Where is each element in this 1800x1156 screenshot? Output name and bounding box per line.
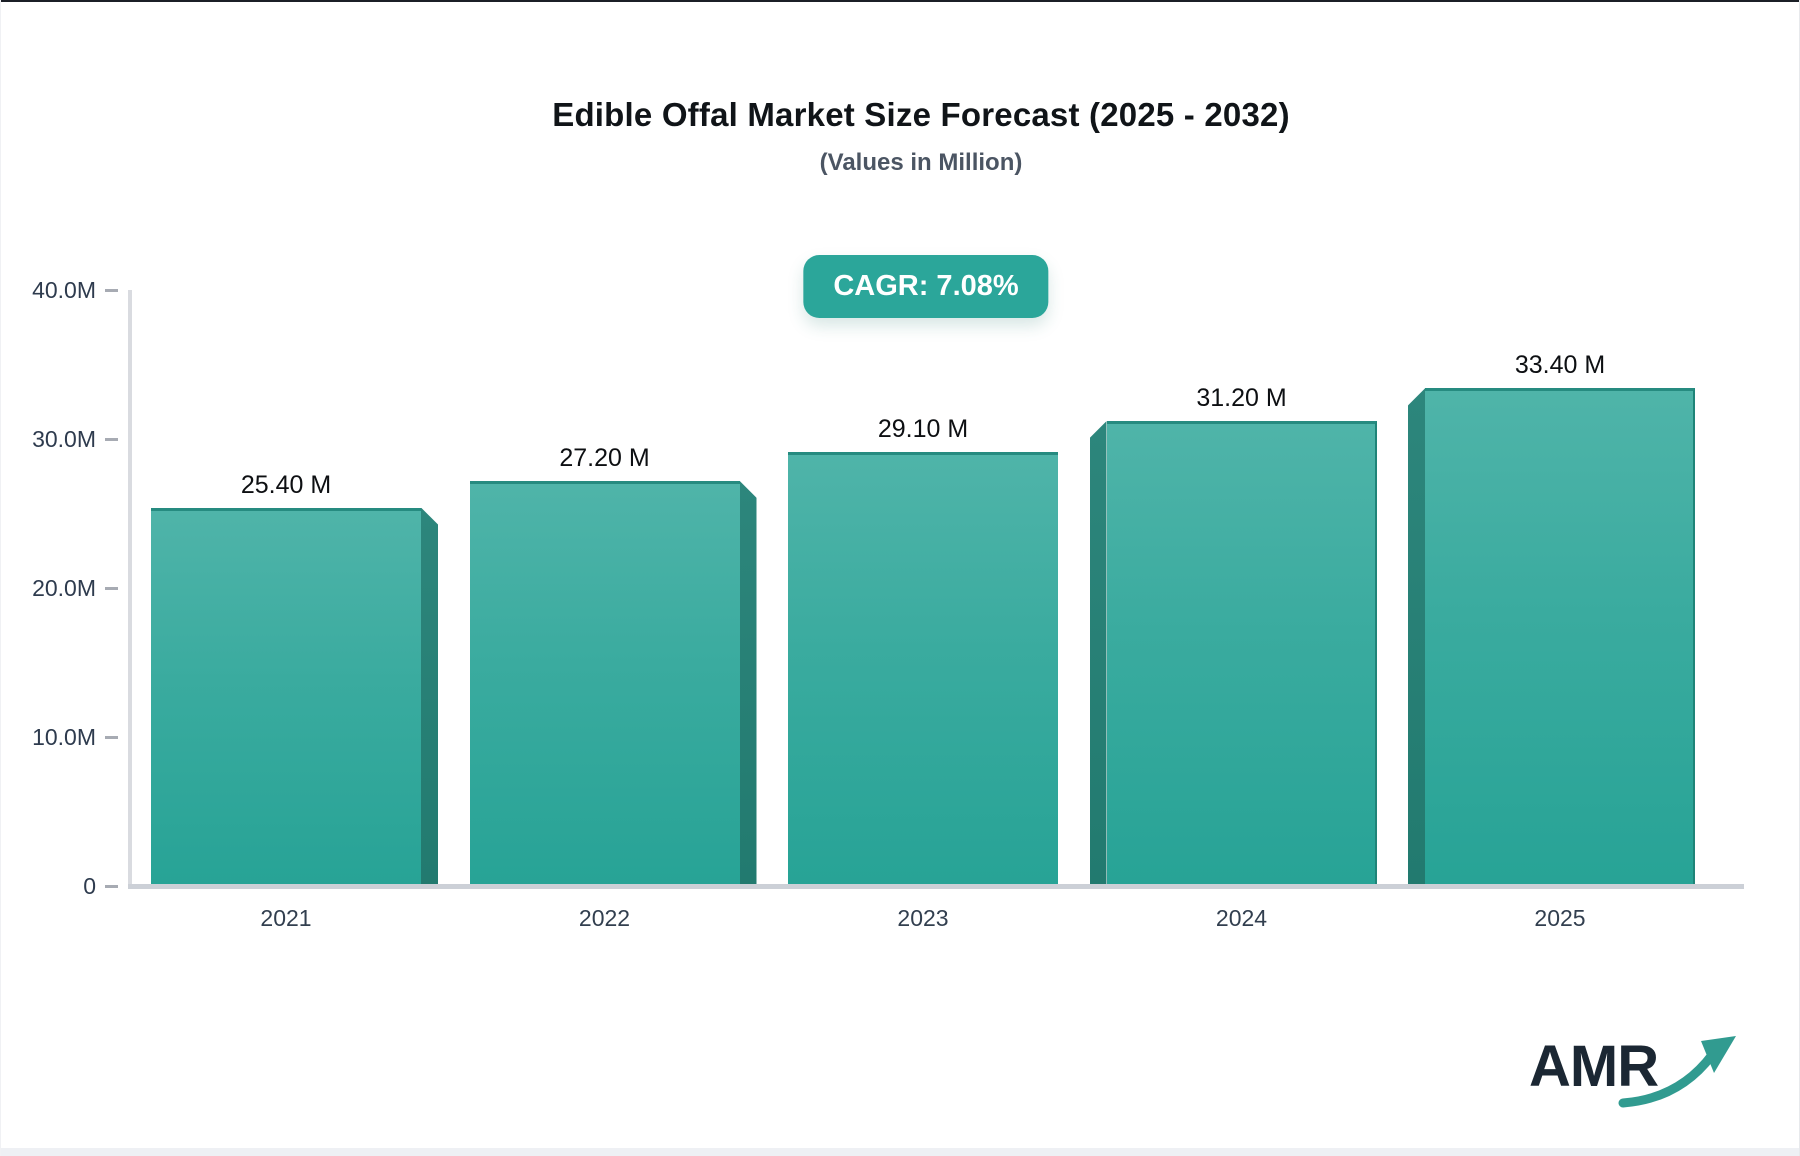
y-tick-mark: [105, 438, 118, 441]
cagr-badge: CAGR: 7.08%: [803, 255, 1049, 318]
y-tick-mark: [105, 885, 118, 888]
top-border: [1, 0, 1799, 2]
y-tick-mark: [105, 289, 118, 292]
bar-face: [1106, 421, 1377, 886]
x-axis-line: [128, 884, 1744, 889]
bar-value-label: 29.10 M: [877, 415, 969, 444]
bar-side: [739, 480, 757, 886]
chart-title: Edible Offal Market Size Forecast (2025 …: [552, 96, 1290, 133]
bar-value-label: 31.20 M: [1196, 384, 1287, 413]
growth-arrow-icon: [1618, 1036, 1736, 1108]
y-axis-line: [128, 290, 132, 886]
x-axis-label: 2024: [1215, 905, 1268, 931]
x-axis-label: 2022: [578, 905, 631, 931]
bar-side: [1408, 388, 1425, 886]
x-axis-label: 2023: [897, 905, 949, 931]
bar-value-label: 33.40 M: [1514, 351, 1606, 380]
x-axis-label: 2021: [260, 905, 312, 931]
bar-value-label: 27.20 M: [559, 443, 650, 472]
amr-logo: AMR: [1529, 1025, 1739, 1115]
x-axis-label: 2025: [1534, 905, 1586, 931]
footer-strip: [1, 1148, 1799, 1156]
y-tick-label: 10.0M: [32, 724, 96, 750]
y-tick-label: 0: [83, 873, 96, 899]
y-tick-mark: [105, 587, 118, 590]
bar-face: [788, 452, 1058, 886]
y-tick-mark: [105, 736, 118, 739]
amr-logo-text: AMR: [1529, 1034, 1659, 1099]
chart-subtitle: (Values in Million): [819, 149, 1023, 176]
bar-value-label: 25.40 M: [240, 470, 332, 499]
y-tick-label: 40.0M: [32, 277, 96, 303]
y-tick-label: 20.0M: [32, 575, 96, 601]
bar-face: [151, 507, 421, 886]
y-tick-label: 30.0M: [32, 426, 96, 452]
bar-face: [1425, 388, 1695, 886]
bar-face: [469, 480, 740, 886]
bar-side: [421, 507, 438, 886]
bar-side: [1089, 421, 1107, 886]
